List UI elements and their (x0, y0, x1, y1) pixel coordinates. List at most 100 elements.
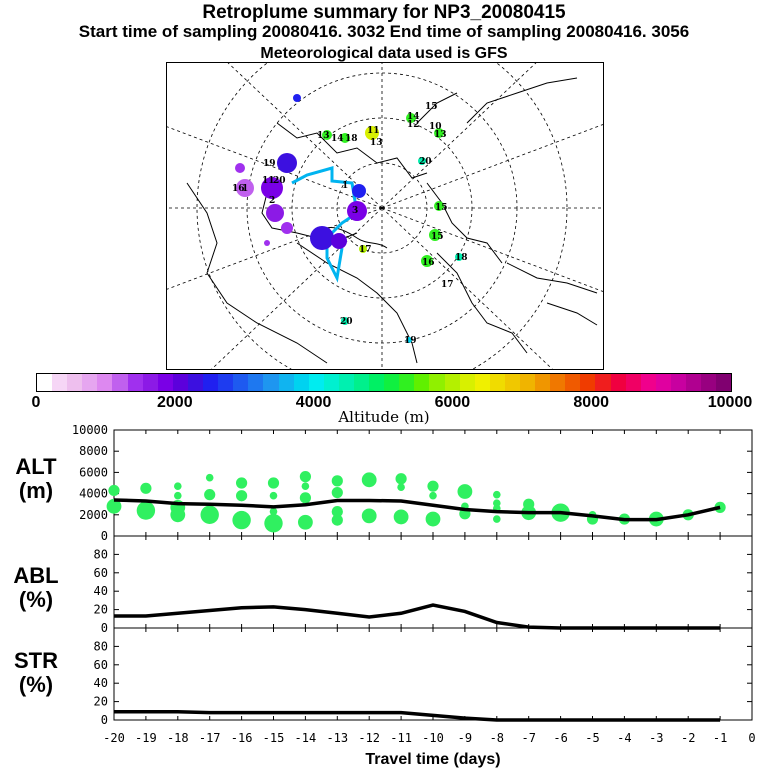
str-panel-label: STR (%) (8, 649, 64, 697)
data-point (395, 473, 407, 485)
map-label: 17 (441, 280, 454, 290)
data-point (493, 499, 501, 507)
map-label: 20 (419, 157, 432, 167)
data-point (425, 511, 441, 527)
map-label: 14 (407, 112, 420, 122)
x-tick-label: 0 (748, 731, 755, 745)
colorbar-swatch (338, 374, 354, 391)
alt-label-line2: (m) (18, 478, 54, 503)
map-graticule (167, 63, 603, 369)
colorbar-swatch (414, 374, 430, 391)
y-tick-label: 2000 (79, 508, 108, 522)
colorbar-swatch (459, 374, 475, 391)
colorbar-swatch (127, 374, 143, 391)
colorbar-swatch (308, 374, 324, 391)
x-tick-label: -14 (295, 731, 317, 745)
plume-circle (266, 204, 284, 222)
colorbar-swatch (369, 374, 385, 391)
x-tick-label: -2 (681, 731, 695, 745)
data-point (493, 490, 501, 499)
colorbar-swatch (686, 374, 702, 391)
plume-circle (340, 133, 350, 143)
map-label: 18 (345, 134, 358, 144)
data-point (427, 480, 439, 492)
data-point (204, 489, 216, 501)
data-point (331, 514, 343, 526)
data-point (174, 491, 182, 500)
y-tick-label: 6000 (79, 465, 108, 479)
colorbar-swatch (157, 374, 173, 391)
map-label: 11 (262, 176, 275, 186)
page-title: Retroplume summary for NP3_20080415 (202, 2, 566, 23)
data-point (523, 498, 535, 510)
y-tick-label: 0 (101, 621, 108, 635)
map-label: 10 (429, 122, 442, 132)
data-point (331, 486, 343, 499)
plume-circle (236, 179, 254, 197)
data-point (205, 473, 214, 482)
plume-circle (352, 184, 366, 198)
colorbar-swatch (670, 374, 687, 391)
colorbar-swatch (82, 374, 98, 391)
data-point (393, 509, 409, 525)
colorbar-swatch (399, 374, 415, 391)
met-data-label: Meteorological data used is GFS (260, 45, 508, 62)
map-label: 16 (422, 258, 435, 268)
plume-circle (310, 226, 334, 250)
colorbar-swatch (520, 374, 536, 391)
data-point (269, 491, 278, 500)
colorbar-swatch (187, 374, 204, 391)
x-tick-label: -1 (713, 731, 727, 745)
colorbar-swatch (384, 374, 400, 391)
x-tick-label: -10 (422, 731, 444, 745)
colorbar-swatch (263, 374, 279, 391)
colorbar-tick-label: 0 (31, 394, 41, 411)
colorbar-swatch (535, 374, 551, 391)
plume-day-labels: 19 11 20 1 2 3 1 16 13 14 18 11 13 14 12… (232, 102, 468, 346)
data-point (301, 482, 310, 490)
abl-label-line2: (%) (18, 587, 54, 612)
x-tick-label: -9 (458, 731, 472, 745)
data-point (361, 472, 377, 488)
panel-frame (113, 535, 753, 629)
x-tick-label: -20 (103, 731, 125, 745)
colorbar-swatch (565, 374, 581, 391)
map-label: 3 (352, 206, 358, 216)
x-tick-label: -11 (390, 731, 412, 745)
colorbar-swatch (52, 374, 68, 391)
plume-circle (261, 177, 283, 199)
data-point (267, 477, 280, 489)
colorbar-swatch (218, 374, 234, 391)
coastlines (186, 77, 598, 364)
data-point (298, 514, 313, 530)
x-tick-label: -4 (617, 731, 631, 745)
x-tick-label: -8 (490, 731, 504, 745)
y-tick-label: 4000 (79, 487, 108, 501)
colorbar-swatch (625, 374, 641, 391)
colorbar-tick-label: 4000 (295, 394, 332, 411)
x-tick-label: -18 (167, 731, 189, 745)
panel-frame (113, 627, 753, 721)
colorbar-swatch (233, 374, 249, 391)
data-point (331, 506, 343, 518)
data-point (200, 505, 219, 524)
plume-circle (429, 229, 441, 241)
colorbar-swatch (550, 374, 566, 391)
y-tick-label: 10000 (72, 423, 108, 437)
y-tick-label: 80 (94, 547, 108, 561)
data-point (140, 482, 152, 494)
colorbar-swatch (112, 374, 128, 391)
polar-map: 19 11 20 1 2 3 1 16 13 14 18 11 13 14 12… (166, 62, 604, 370)
series-line (113, 498, 721, 522)
data-point (457, 484, 473, 499)
polar-map-svg: 19 11 20 1 2 3 1 16 13 14 18 11 13 14 12… (167, 63, 603, 369)
y-tick-label: 8000 (79, 444, 108, 458)
plume-circle (434, 201, 444, 211)
y-tick-label: 80 (94, 639, 108, 653)
map-label: 20 (340, 317, 353, 327)
map-label: 14 (331, 134, 344, 144)
map-label: 11 (367, 126, 380, 136)
alt-label-line1: ALT (15, 454, 57, 479)
colorbar-swatch (278, 374, 294, 391)
map-label: 13 (317, 131, 330, 141)
